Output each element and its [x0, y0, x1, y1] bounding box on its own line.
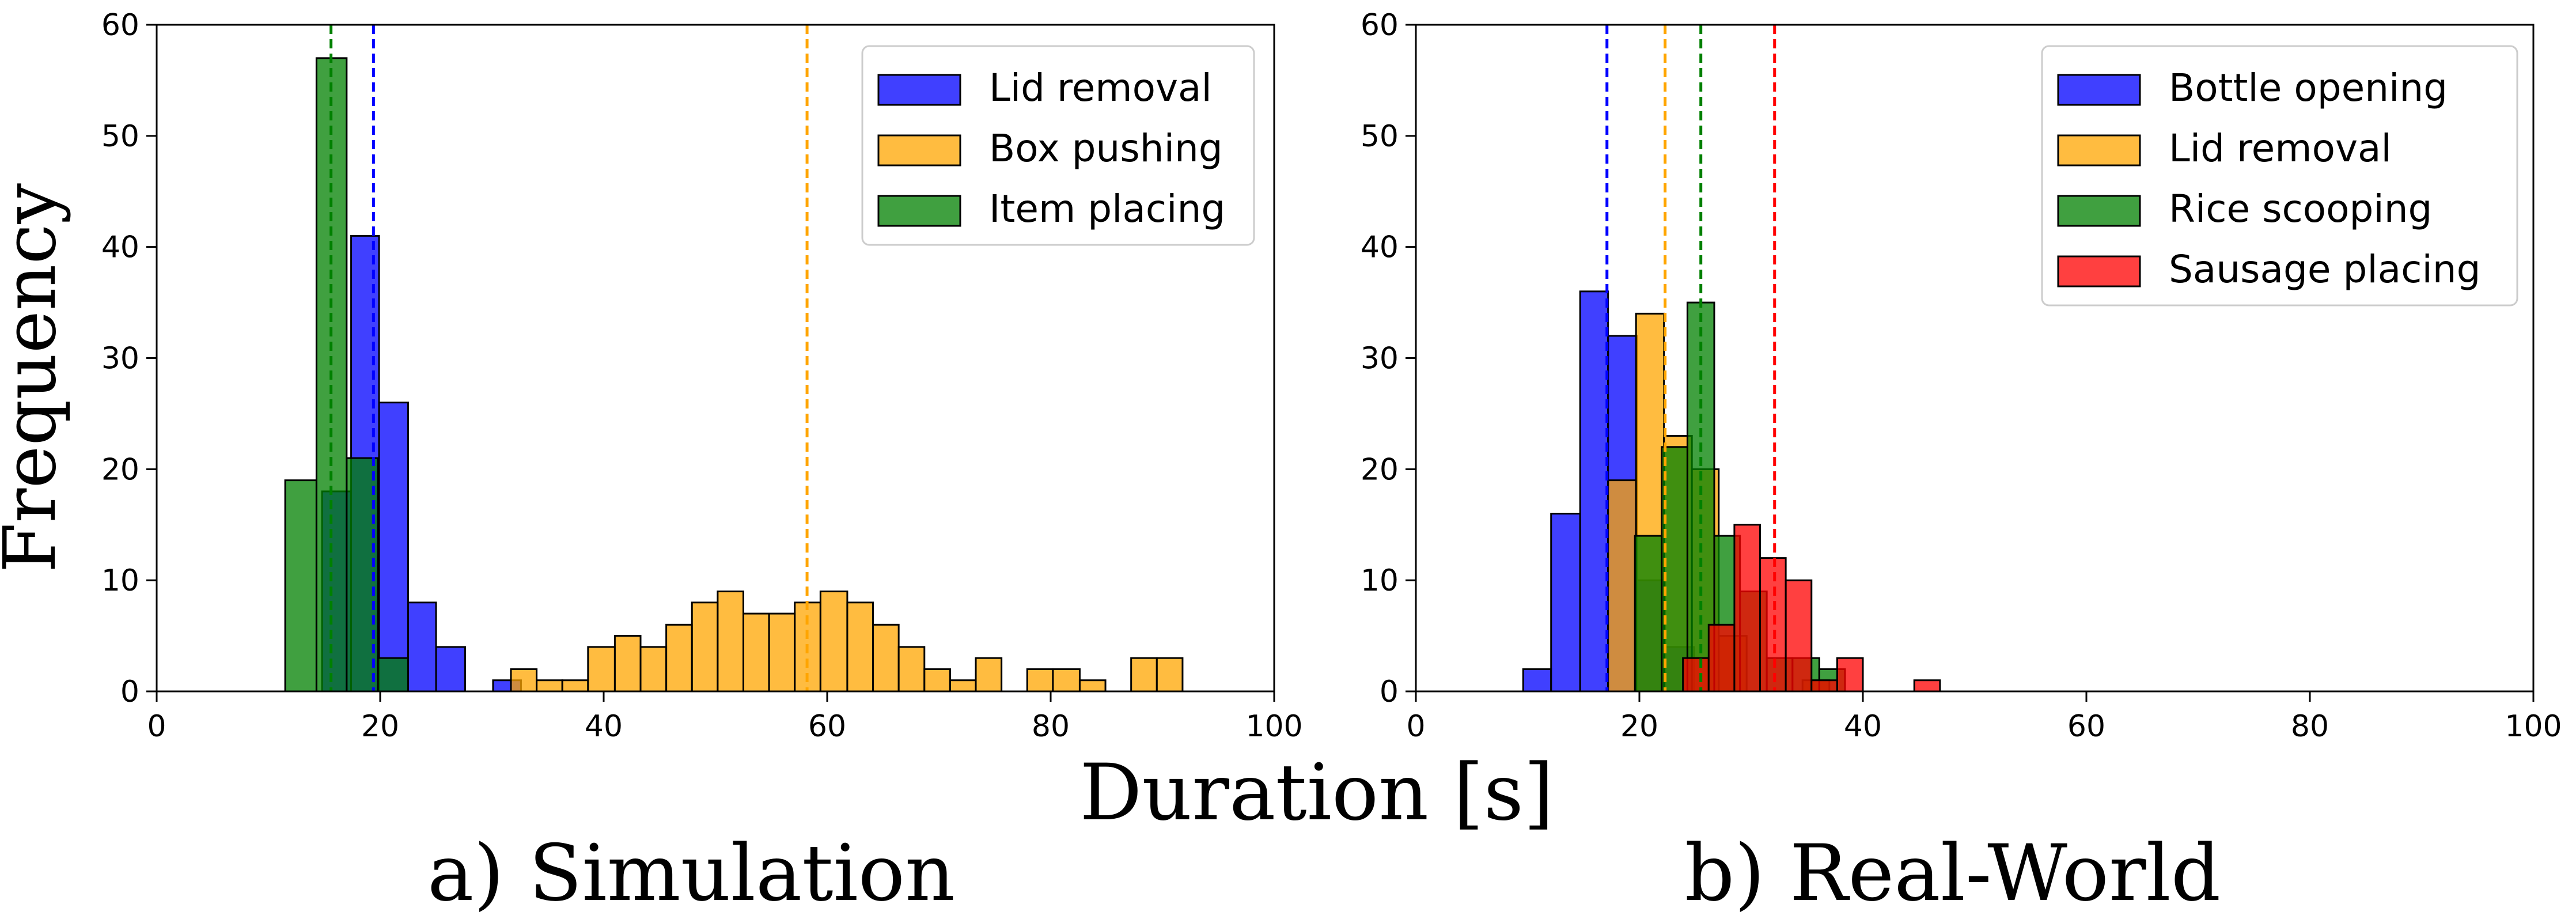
- y-tick-label: 40: [101, 230, 139, 265]
- bar: [1913, 679, 1941, 693]
- bar: [743, 612, 770, 693]
- legend-swatch: [877, 74, 961, 106]
- x-tick-label: 60: [808, 709, 846, 744]
- y-tick-label: 30: [1361, 342, 1399, 376]
- bar: [510, 668, 538, 693]
- bar: [1078, 679, 1107, 693]
- bar: [768, 612, 796, 693]
- y-tick-label: 50: [101, 119, 139, 154]
- x-tick-label: 60: [2067, 709, 2105, 744]
- bar: [1733, 524, 1761, 693]
- x-tick-label: 100: [2505, 709, 2562, 744]
- bar: [378, 402, 409, 693]
- bar: [1759, 557, 1787, 693]
- bar: [897, 646, 926, 693]
- bar: [1682, 657, 1710, 693]
- legend-label: Lid removal: [2169, 126, 2392, 171]
- y-tick-label: 0: [1380, 675, 1399, 709]
- bar: [846, 602, 874, 693]
- bar: [1579, 290, 1609, 693]
- y-tick-label: 20: [1361, 452, 1399, 487]
- legend-frame: [2041, 45, 2518, 307]
- bar: [1156, 657, 1184, 693]
- legend-swatch: [2057, 195, 2141, 227]
- bar: [1836, 657, 1864, 693]
- x-tick-label: 100: [1245, 709, 1302, 744]
- y-tick-label: 10: [101, 563, 139, 598]
- bar: [377, 657, 409, 693]
- bar: [1026, 668, 1054, 693]
- x-tick-label: 0: [1406, 709, 1425, 744]
- legend-swatch: [877, 134, 961, 167]
- legend-swatch: [2057, 74, 2141, 106]
- bar: [949, 679, 977, 693]
- x-tick-label: 20: [1620, 709, 1658, 744]
- bar: [613, 635, 642, 693]
- panel-b-real-world: 0 20 40 60 80 100 0 10 20 30 40 50 60 Bottle opening L…: [1361, 8, 2562, 744]
- panel-b-caption: b) Real-World: [1685, 828, 2221, 918]
- y-tick-label: 60: [101, 8, 139, 43]
- legend: Lid removal Box pushing Item placing: [861, 45, 1255, 246]
- legend-swatch: [2057, 134, 2141, 167]
- bar: [872, 623, 900, 693]
- panel-a-simulation: 0 20 40 60 80 100 0 10 20 30 40 50 60 Lid removal Box …: [101, 8, 1303, 744]
- bar: [1661, 446, 1688, 693]
- y-tick-label: 30: [101, 342, 139, 376]
- bar: [1052, 668, 1081, 693]
- bar: [819, 590, 848, 693]
- y-tick-label: 40: [1361, 230, 1399, 265]
- y-tick-label: 10: [1361, 563, 1399, 598]
- x-tick-label: 40: [1844, 709, 1882, 744]
- bar: [1522, 668, 1552, 693]
- legend-label: Bottle opening: [2169, 66, 2448, 110]
- legend-swatch: [2057, 255, 2141, 288]
- x-tick-label: 0: [147, 709, 166, 744]
- bar: [717, 590, 745, 693]
- bar: [1810, 679, 1838, 693]
- panel-a-caption: a) Simulation: [427, 828, 955, 918]
- bar: [1707, 623, 1736, 693]
- x-tick-label: 80: [1032, 709, 1070, 744]
- bar: [561, 679, 589, 693]
- bar: [975, 657, 1003, 693]
- bar: [407, 602, 437, 693]
- bar: [1607, 479, 1637, 693]
- x-tick-label: 20: [361, 709, 399, 744]
- bar: [1550, 512, 1581, 693]
- x-tick-label: 40: [585, 709, 623, 744]
- y-tick-label: 60: [1361, 8, 1399, 43]
- legend-label: Rice scooping: [2169, 187, 2432, 231]
- bar: [284, 479, 317, 693]
- shared-y-axis-label: Frequency: [0, 183, 72, 573]
- bar: [639, 646, 668, 693]
- bar: [1634, 535, 1663, 693]
- shared-x-axis-label: Duration [s]: [1079, 747, 1554, 838]
- legend-label: Lid removal: [989, 66, 1212, 110]
- bar: [691, 602, 719, 693]
- bar: [665, 623, 693, 693]
- y-tick-label: 0: [120, 675, 139, 709]
- legend-label: Item placing: [989, 187, 1225, 231]
- bar: [587, 646, 616, 693]
- legend-label: Box pushing: [989, 126, 1223, 171]
- x-tick-label: 80: [2291, 709, 2329, 744]
- y-tick-label: 50: [1361, 119, 1399, 154]
- y-tick-label: 20: [101, 452, 139, 487]
- legend-label: Sausage placing: [2169, 247, 2481, 292]
- legend-swatch: [877, 195, 961, 227]
- bar: [923, 668, 951, 693]
- bar: [1130, 657, 1158, 693]
- legend: Bottle opening Lid removal Rice scooping Sa…: [2041, 45, 2518, 307]
- bar: [1785, 579, 1813, 693]
- bar: [435, 646, 466, 693]
- bar: [536, 679, 563, 693]
